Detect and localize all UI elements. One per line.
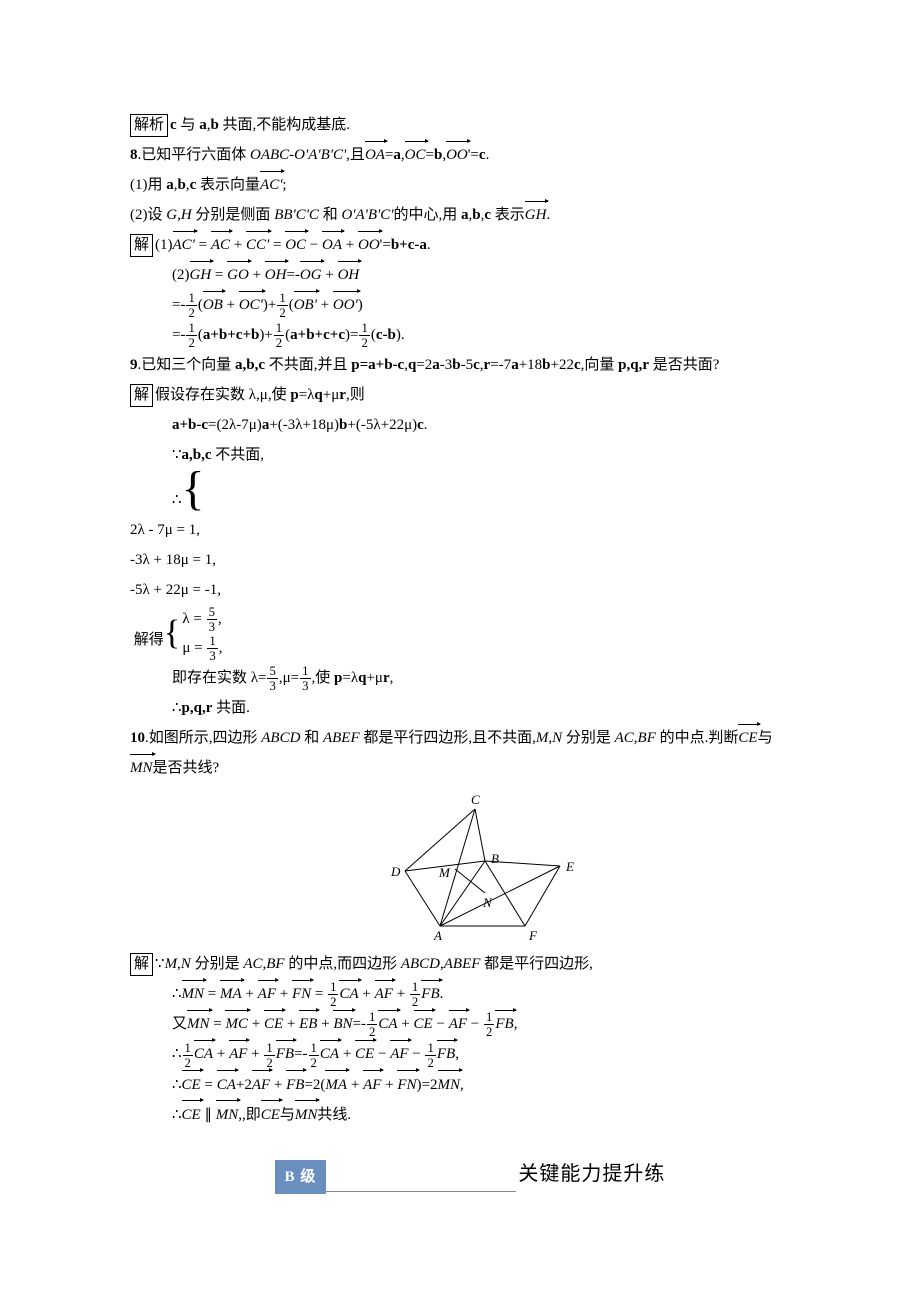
- jiexi-box: 解析: [130, 114, 168, 137]
- q9-s5: 即存在实数 λ=53,μ=13,使 p=λq+μr,: [130, 663, 810, 693]
- q10-s5: ∴CE = CA+2AF + FB=2(MA + AF + FN)=2MN,: [130, 1070, 810, 1100]
- q10-s1: 解∵M,N 分别是 AC,BF 的中点,而四边形 ABCD,ABEF 都是平行四…: [130, 949, 810, 979]
- q8-sol2b: =-12(OB + OC')+12(OB' + OO'): [130, 290, 810, 320]
- jie-box: 解: [130, 234, 153, 257]
- q8-sol2a: (2)GH = GO + OH=-OG + OH: [130, 260, 810, 290]
- q8-stem: 8.已知平行六面体 OABC-O'A'B'C',且OA=a,OC=b,OO'=c…: [130, 140, 810, 170]
- q8-sol2c: =-12(a+b+c+b)+12(a+b+c+c)=12(c-b).: [130, 320, 810, 350]
- q10-s4: ∴12CA + AF + 12FB=-12CA + CE − AF − 12FB…: [130, 1039, 810, 1069]
- q8-part1: (1)用 a,b,c 表示向量AC';: [130, 170, 810, 200]
- q10-stem: 10.如图所示,四边形 ABCD 和 ABEF 都是平行四边形,且不共面,M,N…: [130, 723, 810, 783]
- q9-stem: 9.已知三个向量 a,b,c 不共面,并且 p=a+b-c,q=2a-3b-5c…: [130, 350, 810, 380]
- level-banner: B 级 关键能力提升练: [130, 1154, 810, 1194]
- svg-text:B: B: [491, 851, 499, 866]
- svg-text:N: N: [482, 895, 493, 910]
- q9-s2: a+b-c=(2λ-7μ)a+(-3λ+18μ)b+(-5λ+22μ)c.: [130, 410, 810, 440]
- p7-line: 解析c 与 a,b 共面,不能构成基底.: [130, 110, 810, 140]
- level-text: 关键能力提升练: [518, 1154, 665, 1194]
- q8-part2: (2)设 G,H 分别是侧面 BB'C'C 和 O'A'B'C'的中心,用 a,…: [130, 200, 810, 230]
- svg-text:M: M: [438, 865, 451, 880]
- level-badge: B 级: [275, 1160, 327, 1194]
- svg-text:C: C: [471, 792, 480, 807]
- svg-text:F: F: [528, 928, 538, 941]
- q10-s2: ∴MN = MA + AF + FN = 12CA + AF + 12FB.: [130, 979, 810, 1009]
- q9-s4: ∴: [130, 470, 810, 515]
- q8-sol1: 解(1)AC' = AC + CC' = OC − OA + OO'=b+c-a…: [130, 230, 810, 260]
- jie-box2: 解: [130, 384, 153, 407]
- svg-text:A: A: [433, 928, 442, 941]
- jie-box3: 解: [130, 953, 153, 976]
- q10-diagram: C B E D A F M N: [365, 791, 575, 941]
- svg-text:D: D: [390, 864, 401, 879]
- q9-s1: 解假设存在实数 λ,μ,使 p=λq+μr,则: [130, 380, 810, 410]
- q10-s6: ∴CE ∥ MN,,即CE与MN共线.: [130, 1100, 810, 1130]
- q9-s3: ∵a,b,c 不共面,: [130, 440, 810, 470]
- q9-s6: ∴p,q,r 共面.: [130, 693, 810, 723]
- svg-text:E: E: [565, 859, 574, 874]
- q10-s3: 又MN = MC + CE + EB + BN=-12CA + CE − AF …: [130, 1009, 810, 1039]
- level-line: [326, 1191, 516, 1192]
